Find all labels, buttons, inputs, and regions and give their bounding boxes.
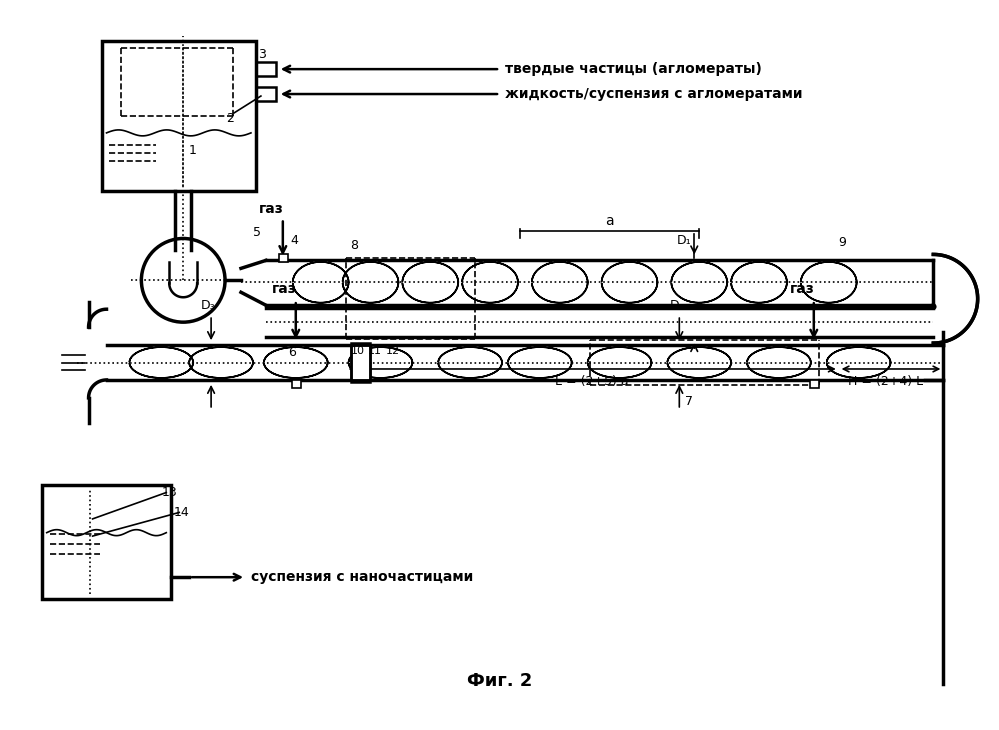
Bar	[256, 87, 276, 101]
Text: 2: 2	[226, 112, 234, 126]
Polygon shape	[671, 283, 727, 303]
Text: 13: 13	[161, 486, 177, 499]
Text: Фиг. 2: Фиг. 2	[468, 672, 532, 690]
Polygon shape	[508, 347, 571, 363]
Polygon shape	[189, 347, 253, 363]
Polygon shape	[349, 347, 413, 363]
Text: газ: газ	[259, 201, 284, 215]
Polygon shape	[827, 347, 890, 363]
Text: газ: газ	[789, 283, 814, 296]
Polygon shape	[343, 283, 399, 303]
Text: твердые частицы (агломераты): твердые частицы (агломераты)	[504, 62, 762, 76]
Text: 11: 11	[368, 346, 382, 356]
Polygon shape	[343, 262, 399, 283]
Polygon shape	[439, 347, 501, 363]
Text: газ: газ	[272, 283, 296, 296]
Bar	[351, 345, 371, 380]
Text: D₂: D₂	[669, 299, 684, 312]
Text: 1: 1	[188, 145, 196, 158]
Text: 7: 7	[685, 396, 693, 408]
Bar	[42, 485, 171, 599]
Polygon shape	[130, 363, 193, 378]
Bar	[292, 380, 301, 388]
Polygon shape	[293, 283, 349, 303]
Text: 6: 6	[288, 345, 296, 358]
Polygon shape	[463, 283, 517, 303]
Text: 10: 10	[351, 346, 365, 356]
Polygon shape	[587, 363, 651, 378]
Polygon shape	[587, 347, 651, 363]
Polygon shape	[264, 363, 328, 378]
Polygon shape	[801, 283, 856, 303]
Text: 9: 9	[839, 236, 846, 249]
Polygon shape	[508, 363, 571, 378]
Polygon shape	[463, 262, 517, 283]
Polygon shape	[293, 262, 349, 283]
Bar	[810, 380, 819, 388]
Polygon shape	[349, 363, 413, 378]
Polygon shape	[531, 283, 587, 303]
Bar	[351, 345, 371, 380]
Bar	[102, 41, 256, 191]
Text: 14: 14	[173, 506, 189, 519]
Bar	[279, 255, 288, 262]
Text: жидкость/суспензия с агломератами: жидкость/суспензия с агломератами	[504, 87, 802, 101]
Polygon shape	[667, 347, 731, 363]
Polygon shape	[439, 363, 501, 378]
Polygon shape	[827, 363, 890, 378]
Polygon shape	[130, 347, 193, 363]
Polygon shape	[531, 262, 587, 283]
Text: a: a	[605, 214, 614, 228]
Polygon shape	[731, 262, 787, 283]
Polygon shape	[403, 262, 459, 283]
Text: D₃: D₃	[201, 299, 216, 312]
Polygon shape	[601, 262, 657, 283]
Polygon shape	[403, 283, 459, 303]
Polygon shape	[747, 347, 811, 363]
Text: L = (2+5) a: L = (2+5) a	[554, 375, 628, 388]
Polygon shape	[731, 283, 787, 303]
Polygon shape	[264, 347, 328, 363]
Polygon shape	[667, 363, 731, 378]
Text: 4: 4	[291, 234, 299, 247]
Polygon shape	[189, 363, 253, 378]
Text: D₁: D₁	[676, 234, 691, 247]
Text: 8: 8	[351, 239, 359, 252]
Text: H = (2+4) L: H = (2+4) L	[848, 375, 923, 388]
Text: суспензия с наночастицами: суспензия с наночастицами	[251, 570, 474, 584]
Polygon shape	[671, 262, 727, 283]
Text: 12: 12	[386, 346, 400, 356]
Polygon shape	[801, 262, 856, 283]
Text: 3: 3	[258, 47, 266, 61]
Bar	[256, 62, 276, 76]
Polygon shape	[601, 283, 657, 303]
Text: 5: 5	[253, 226, 261, 239]
Polygon shape	[747, 363, 811, 378]
